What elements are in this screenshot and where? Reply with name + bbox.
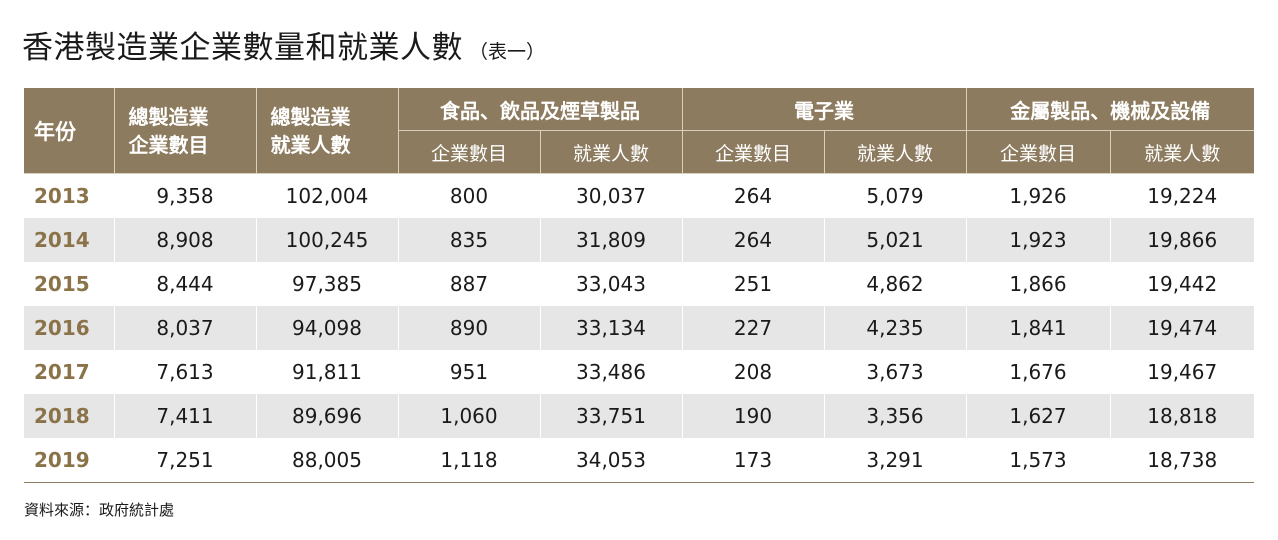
- value-cell: 4,235: [824, 306, 967, 350]
- value-cell: 208: [682, 350, 825, 394]
- value-cell: 100,245: [256, 218, 399, 262]
- table-row: 2018 7,411 89,696 1,060 33,751 190 3,356 1,627 1…: [24, 394, 1254, 438]
- year-cell: 2015: [24, 262, 115, 306]
- value-cell: 1,923: [966, 218, 1111, 262]
- value-cell: 88,005: [256, 438, 399, 483]
- header-row-bottom: 企業數目 就業人數 企業數目 就業人數 企業數目 就業人數: [24, 130, 1254, 174]
- value-cell: 18,818: [1110, 394, 1254, 438]
- header-electronics-enterprises: 企業數目: [682, 130, 825, 174]
- value-cell: 7,251: [114, 438, 257, 483]
- value-cell: 33,134: [540, 306, 683, 350]
- value-cell: 7,613: [114, 350, 257, 394]
- value-cell: 19,224: [1110, 173, 1254, 218]
- header-food-enterprises: 企業數目: [398, 130, 541, 174]
- value-cell: 97,385: [256, 262, 399, 306]
- header-group-food: 食品、飲品及煙草製品: [398, 88, 683, 131]
- value-cell: 800: [398, 173, 541, 218]
- source-note: 資料來源：政府統計處: [24, 501, 175, 519]
- value-cell: 19,474: [1110, 306, 1254, 350]
- value-cell: 1,573: [966, 438, 1111, 483]
- header-food-employment: 就業人數: [540, 130, 683, 174]
- year-cell: 2013: [24, 173, 115, 218]
- value-cell: 835: [398, 218, 541, 262]
- value-cell: 1,060: [398, 394, 541, 438]
- value-cell: 94,098: [256, 306, 399, 350]
- value-cell: 91,811: [256, 350, 399, 394]
- value-cell: 4,862: [824, 262, 967, 306]
- header-group-electronics: 電子業: [682, 88, 967, 131]
- header-total-employment-line2: 就業人數: [270, 132, 351, 157]
- header-total-enterprises-line2: 企業數目: [128, 132, 209, 157]
- header-metal-employment: 就業人數: [1110, 130, 1254, 174]
- year-cell: 2016: [24, 306, 115, 350]
- value-cell: 3,673: [824, 350, 967, 394]
- header-total-employment: 總製造業 就業人數: [256, 88, 399, 174]
- value-cell: 8,444: [114, 262, 257, 306]
- header-total-employment-line1: 總製造業: [270, 104, 351, 129]
- value-cell: 19,467: [1110, 350, 1254, 394]
- page-title: 香港製造業企業數量和就業人數 （表一）: [22, 22, 545, 66]
- header-group-metal: 金屬製品、機械及設備: [966, 88, 1254, 131]
- year-cell: 2018: [24, 394, 115, 438]
- table-row: 2014 8,908 100,245 835 31,809 264 5,021 1,923 19…: [24, 218, 1254, 262]
- value-cell: 173: [682, 438, 825, 483]
- value-cell: 227: [682, 306, 825, 350]
- value-cell: 33,751: [540, 394, 683, 438]
- value-cell: 8,037: [114, 306, 257, 350]
- value-cell: 3,291: [824, 438, 967, 483]
- table-row: 2013 9,358 102,004 800 30,037 264 5,079 1,926 19…: [24, 173, 1254, 218]
- value-cell: 33,486: [540, 350, 683, 394]
- header-total-enterprises: 總製造業 企業數目: [114, 88, 257, 174]
- value-cell: 1,866: [966, 262, 1111, 306]
- table-row: 2017 7,613 91,811 951 33,486 208 3,673 1,676 19,…: [24, 350, 1254, 394]
- value-cell: 5,021: [824, 218, 967, 262]
- title-main: 香港製造業企業數量和就業人數: [22, 30, 463, 66]
- value-cell: 951: [398, 350, 541, 394]
- value-cell: 887: [398, 262, 541, 306]
- value-cell: 9,358: [114, 173, 257, 218]
- value-cell: 1,676: [966, 350, 1111, 394]
- value-cell: 1,841: [966, 306, 1111, 350]
- table-row: 2016 8,037 94,098 890 33,134 227 4,235 1,841 19,…: [24, 306, 1254, 350]
- value-cell: 890: [398, 306, 541, 350]
- value-cell: 1,627: [966, 394, 1111, 438]
- value-cell: 89,696: [256, 394, 399, 438]
- value-cell: 102,004: [256, 173, 399, 218]
- value-cell: 30,037: [540, 173, 683, 218]
- value-cell: 3,356: [824, 394, 967, 438]
- value-cell: 7,411: [114, 394, 257, 438]
- table-body: 2013 9,358 102,004 800 30,037 264 5,079 1,926 19…: [24, 173, 1254, 483]
- value-cell: 1,926: [966, 173, 1111, 218]
- value-cell: 18,738: [1110, 438, 1254, 483]
- header-metal-enterprises: 企業數目: [966, 130, 1111, 174]
- value-cell: 31,809: [540, 218, 683, 262]
- year-cell: 2019: [24, 438, 115, 483]
- value-cell: 8,908: [114, 218, 257, 262]
- value-cell: 1,118: [398, 438, 541, 483]
- title-sub: （表一）: [469, 41, 546, 63]
- table-row: 2015 8,444 97,385 887 33,043 251 4,862 1,866 19,…: [24, 262, 1254, 306]
- header-row-top: 年份 總製造業 企業數目 總製造業 就業人數 食品、飲品及煙草製品 電子業 金屬…: [24, 88, 1254, 174]
- year-cell: 2014: [24, 218, 115, 262]
- header-year: 年份: [24, 88, 115, 174]
- value-cell: 251: [682, 262, 825, 306]
- value-cell: 19,866: [1110, 218, 1254, 262]
- value-cell: 264: [682, 218, 825, 262]
- value-cell: 33,043: [540, 262, 683, 306]
- value-cell: 264: [682, 173, 825, 218]
- table-row: 2019 7,251 88,005 1,118 34,053 173 3,291 1,573 1…: [24, 438, 1254, 483]
- value-cell: 5,079: [824, 173, 967, 218]
- manufacturing-table: 年份 總製造業 企業數目 總製造業 就業人數 食品、飲品及煙草製品 電子業 金屬…: [24, 88, 1254, 483]
- year-cell: 2017: [24, 350, 115, 394]
- header-total-enterprises-line1: 總製造業: [128, 104, 209, 129]
- header-electronics-employment: 就業人數: [824, 130, 967, 174]
- value-cell: 190: [682, 394, 825, 438]
- value-cell: 34,053: [540, 438, 683, 483]
- value-cell: 19,442: [1110, 262, 1254, 306]
